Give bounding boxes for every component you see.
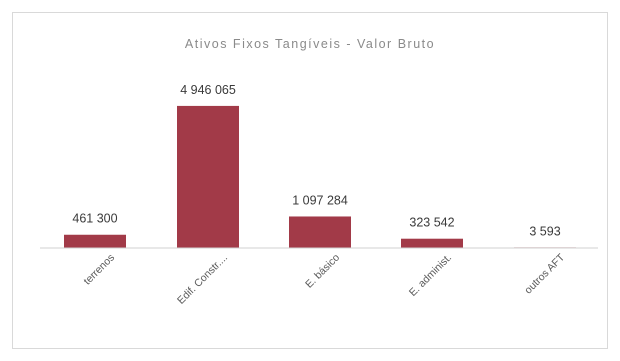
bar-3 <box>401 238 463 248</box>
category-label-1: Edif. Constr.... <box>175 252 230 307</box>
data-label-1: 4 946 065 <box>180 83 236 97</box>
category-label-4: outros AFT <box>522 251 567 296</box>
bar-1 <box>177 105 239 248</box>
chart-title: Ativos Fixos Tangíveis - Valor Bruto <box>184 37 436 51</box>
category-label-0: terrenos <box>81 252 117 288</box>
bar-0 <box>64 234 126 248</box>
category-label-3: E. administ. <box>407 252 454 299</box>
data-label-0: 461 300 <box>72 212 117 226</box>
bar-2 <box>289 216 351 248</box>
chart-frame <box>12 12 608 349</box>
data-label-2: 1 097 284 <box>292 193 348 207</box>
category-label-2: E. básico <box>303 252 342 291</box>
data-label-4: 3 593 <box>529 224 560 238</box>
data-label-3: 323 542 <box>409 216 454 230</box>
